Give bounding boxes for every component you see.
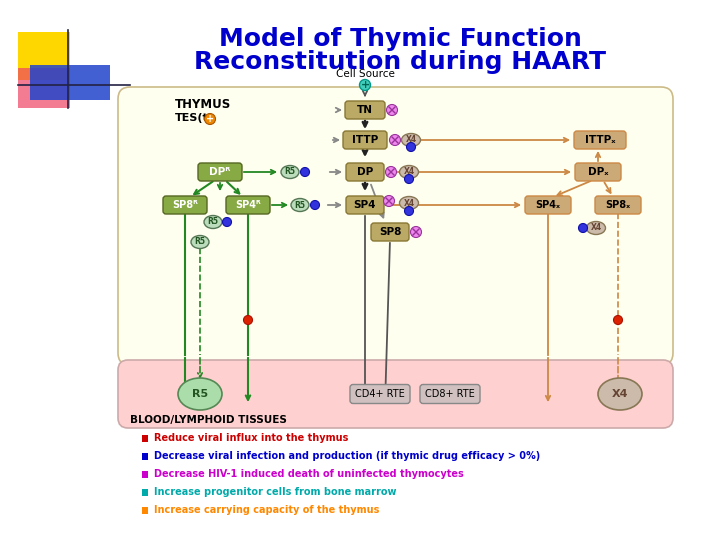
Text: R5: R5 — [192, 389, 208, 399]
Text: Increase progenitor cells from bone marrow: Increase progenitor cells from bone marr… — [154, 487, 397, 497]
FancyBboxPatch shape — [346, 163, 384, 181]
FancyBboxPatch shape — [420, 384, 480, 403]
Text: Model of Thymic Function: Model of Thymic Function — [219, 27, 582, 51]
Text: R5: R5 — [194, 238, 205, 246]
Text: Decrease HIV-1 induced death of uninfected thymocytes: Decrease HIV-1 induced death of uninfect… — [154, 469, 464, 479]
Text: Cell Source: Cell Source — [336, 69, 395, 79]
Text: +: + — [361, 79, 369, 90]
Text: ITTP: ITTP — [352, 135, 378, 145]
Text: SP8: SP8 — [379, 227, 401, 237]
Circle shape — [405, 206, 413, 215]
FancyBboxPatch shape — [198, 163, 242, 181]
Text: THYMUS: THYMUS — [175, 98, 231, 111]
FancyBboxPatch shape — [343, 131, 387, 149]
FancyBboxPatch shape — [595, 196, 641, 214]
Text: SP4ᴿ: SP4ᴿ — [235, 200, 261, 210]
FancyBboxPatch shape — [345, 101, 385, 119]
Text: X4: X4 — [403, 167, 415, 177]
Text: Decrease viral infection and production (if thymic drug efficacy > 0%): Decrease viral infection and production … — [154, 451, 540, 461]
Circle shape — [243, 315, 253, 325]
Text: CD4+ RTE: CD4+ RTE — [355, 389, 405, 399]
Circle shape — [300, 167, 310, 177]
Text: +: + — [206, 113, 214, 124]
Ellipse shape — [400, 197, 418, 210]
Ellipse shape — [402, 133, 420, 146]
Text: Increase carrying capacity of the thymus: Increase carrying capacity of the thymus — [154, 505, 379, 515]
Bar — [142, 453, 148, 460]
FancyBboxPatch shape — [118, 87, 673, 365]
Ellipse shape — [598, 378, 642, 410]
Text: DPₓ: DPₓ — [588, 167, 608, 177]
Circle shape — [222, 218, 232, 226]
FancyBboxPatch shape — [18, 32, 70, 80]
Text: Reduce viral influx into the thymus: Reduce viral influx into the thymus — [154, 433, 348, 443]
Text: R5: R5 — [294, 200, 305, 210]
Text: SP4ₓ: SP4ₓ — [536, 200, 560, 210]
FancyBboxPatch shape — [30, 65, 110, 100]
FancyBboxPatch shape — [18, 68, 70, 108]
Text: R5: R5 — [207, 218, 218, 226]
Bar — [142, 470, 148, 477]
Text: ITTPₓ: ITTPₓ — [585, 135, 616, 145]
Circle shape — [390, 134, 400, 145]
Circle shape — [204, 113, 215, 125]
Circle shape — [310, 200, 320, 210]
Text: CD8+ RTE: CD8+ RTE — [425, 389, 475, 399]
Text: X4: X4 — [612, 389, 629, 399]
Text: X4: X4 — [590, 224, 602, 233]
Text: X4: X4 — [403, 199, 415, 207]
Circle shape — [613, 315, 623, 325]
Circle shape — [578, 224, 588, 233]
Text: X4: X4 — [405, 136, 417, 145]
Circle shape — [359, 79, 371, 91]
Text: R5: R5 — [284, 167, 295, 177]
FancyBboxPatch shape — [226, 196, 270, 214]
Circle shape — [407, 143, 415, 152]
FancyBboxPatch shape — [163, 196, 207, 214]
Circle shape — [410, 226, 421, 238]
Text: TN: TN — [357, 105, 373, 115]
Text: SP8ᴿ: SP8ᴿ — [172, 200, 198, 210]
Ellipse shape — [281, 165, 299, 179]
FancyBboxPatch shape — [525, 196, 571, 214]
FancyBboxPatch shape — [371, 223, 409, 241]
Ellipse shape — [191, 235, 209, 248]
Text: TES(t): TES(t) — [175, 113, 214, 123]
Ellipse shape — [178, 378, 222, 410]
Ellipse shape — [204, 215, 222, 228]
Circle shape — [405, 174, 413, 184]
Circle shape — [387, 105, 397, 116]
Bar — [142, 507, 148, 514]
FancyBboxPatch shape — [346, 196, 384, 214]
FancyBboxPatch shape — [575, 163, 621, 181]
Text: Reconstitution during HAART: Reconstitution during HAART — [194, 50, 606, 74]
Ellipse shape — [587, 221, 606, 234]
Text: DP: DP — [357, 167, 373, 177]
Bar — [142, 489, 148, 496]
Ellipse shape — [400, 165, 418, 179]
FancyBboxPatch shape — [118, 360, 673, 428]
Circle shape — [385, 166, 397, 178]
Circle shape — [384, 195, 395, 206]
Ellipse shape — [291, 199, 309, 212]
FancyBboxPatch shape — [350, 384, 410, 403]
Text: BLOOD/LYMPHOID TISSUES: BLOOD/LYMPHOID TISSUES — [130, 415, 287, 425]
Text: SP8ₓ: SP8ₓ — [606, 200, 631, 210]
FancyBboxPatch shape — [574, 131, 626, 149]
Bar — [142, 435, 148, 442]
Text: SP4: SP4 — [354, 200, 377, 210]
Text: DPᴿ: DPᴿ — [210, 167, 230, 177]
